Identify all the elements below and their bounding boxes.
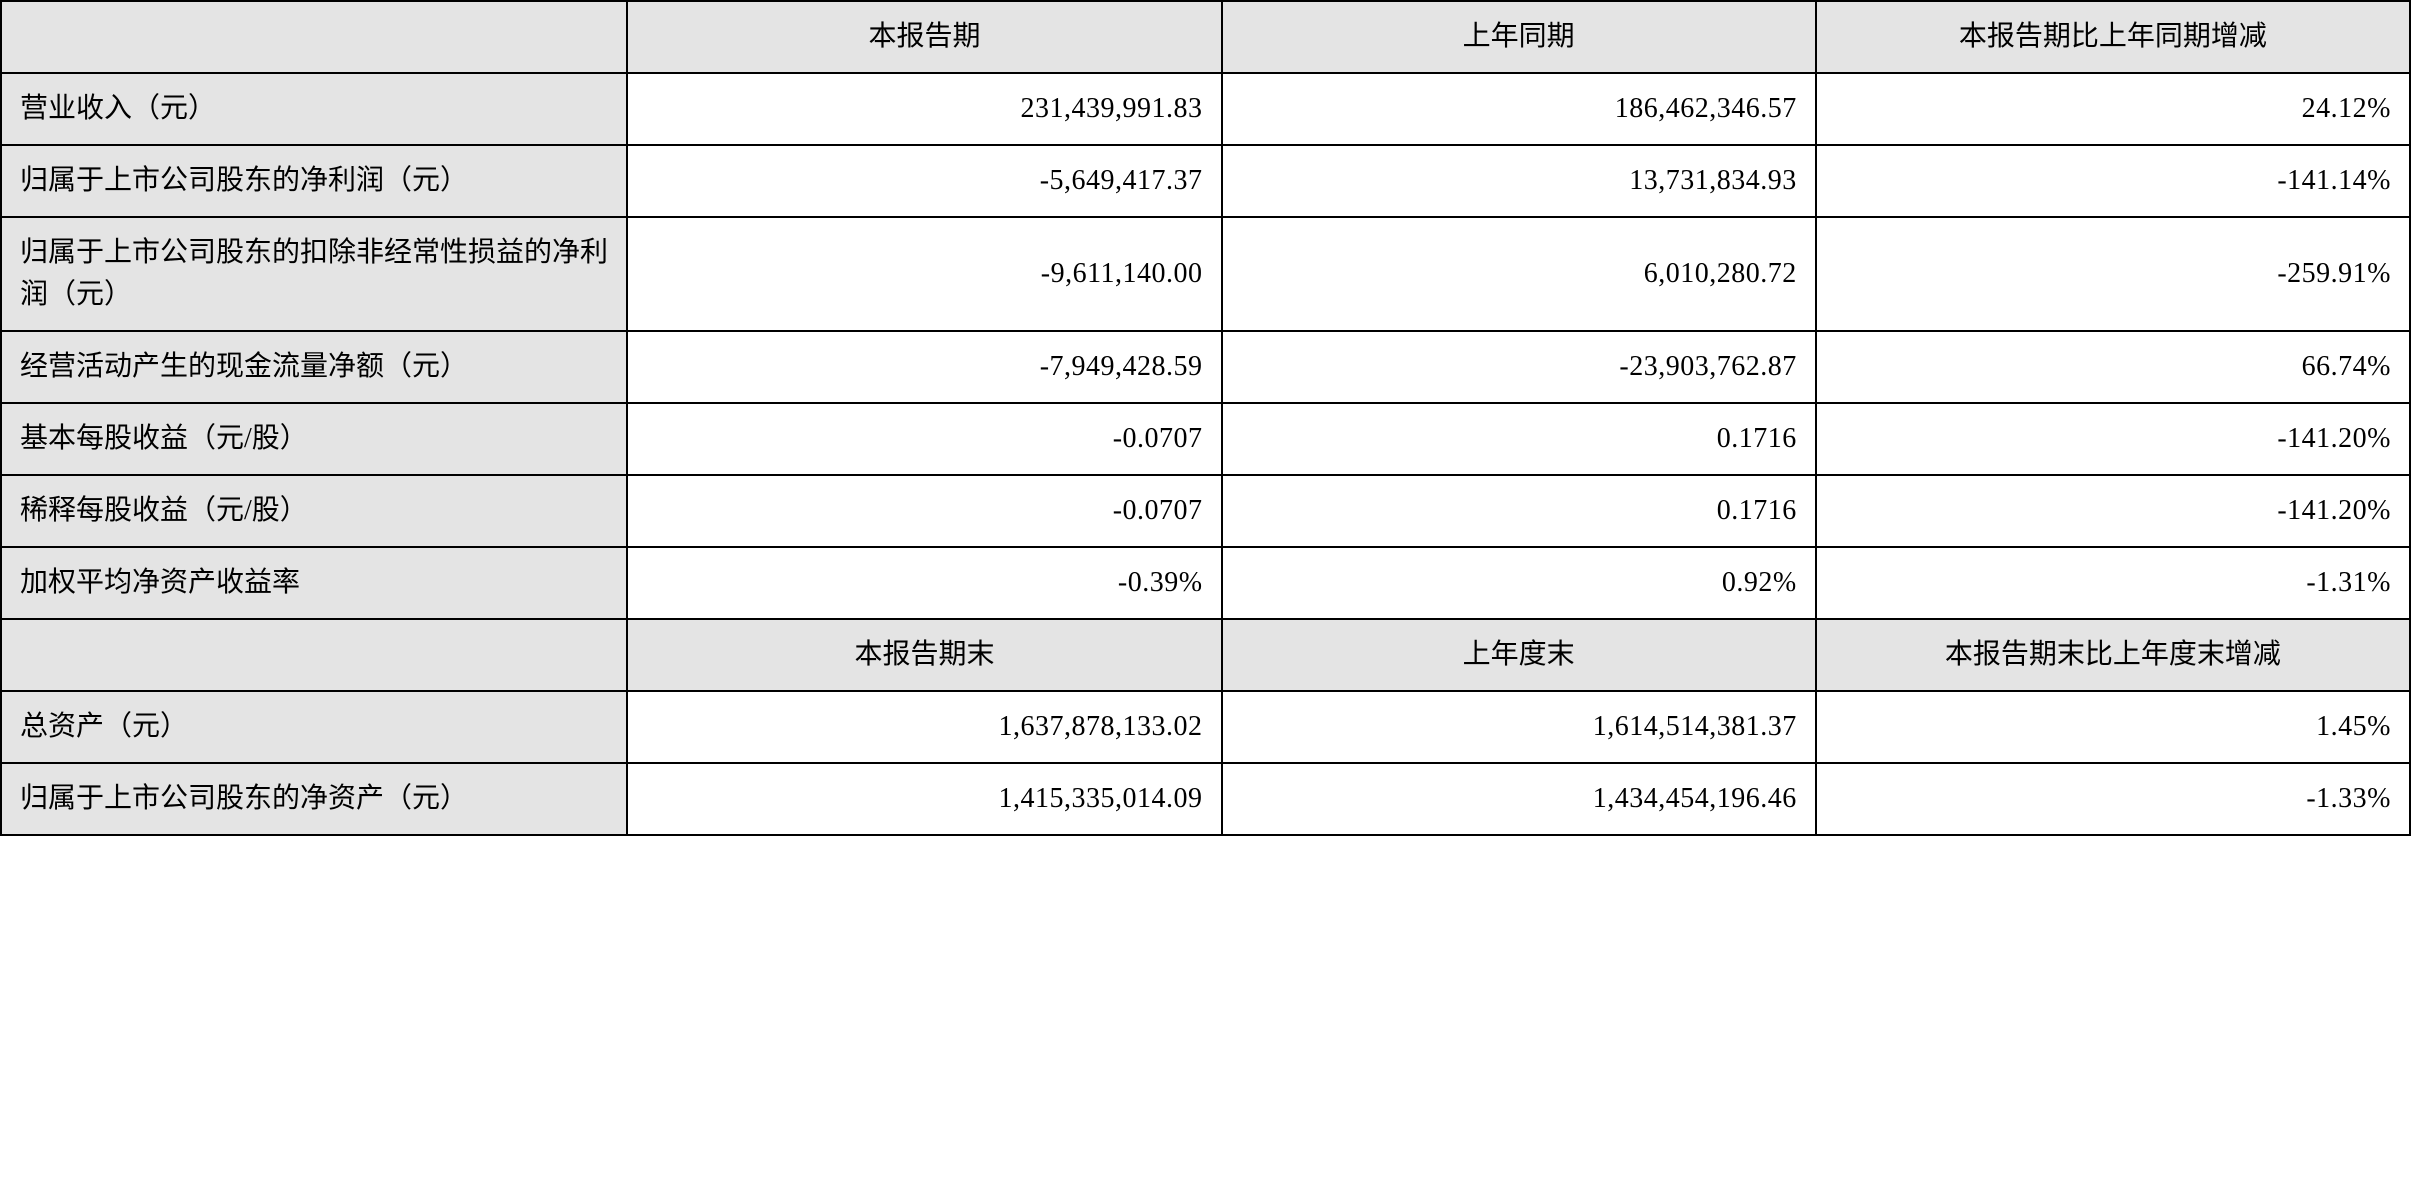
table-header-row-1: 本报告期 上年同期 本报告期比上年同期增减 [1, 1, 2410, 73]
row-value: 6,010,280.72 [1222, 217, 1816, 331]
row-value: 1,637,878,133.02 [627, 691, 1221, 763]
header-prior-period: 上年同期 [1222, 1, 1816, 73]
table-row: 稀释每股收益（元/股） -0.0707 0.1716 -141.20% [1, 475, 2410, 547]
financial-table-container: 本报告期 上年同期 本报告期比上年同期增减 营业收入（元） 231,439,99… [0, 0, 2411, 836]
table-row: 营业收入（元） 231,439,991.83 186,462,346.57 24… [1, 73, 2410, 145]
row-label: 总资产（元） [1, 691, 627, 763]
row-label: 归属于上市公司股东的净资产（元） [1, 763, 627, 835]
row-value: 0.92% [1222, 547, 1816, 619]
table-row: 总资产（元） 1,637,878,133.02 1,614,514,381.37… [1, 691, 2410, 763]
row-value: -9,611,140.00 [627, 217, 1221, 331]
header-empty-2 [1, 619, 627, 691]
row-value: 0.1716 [1222, 403, 1816, 475]
table-row: 经营活动产生的现金流量净额（元） -7,949,428.59 -23,903,7… [1, 331, 2410, 403]
row-value: 24.12% [1816, 73, 2410, 145]
header-year-end: 上年度末 [1222, 619, 1816, 691]
row-value: -5,649,417.37 [627, 145, 1221, 217]
row-label: 营业收入（元） [1, 73, 627, 145]
row-value: 1.45% [1816, 691, 2410, 763]
table-row: 加权平均净资产收益率 -0.39% 0.92% -1.31% [1, 547, 2410, 619]
row-value: -23,903,762.87 [1222, 331, 1816, 403]
row-label: 稀释每股收益（元/股） [1, 475, 627, 547]
row-label: 加权平均净资产收益率 [1, 547, 627, 619]
row-value: -1.31% [1816, 547, 2410, 619]
row-value: -1.33% [1816, 763, 2410, 835]
header-current-period: 本报告期 [627, 1, 1221, 73]
row-value: 66.74% [1816, 331, 2410, 403]
row-label: 归属于上市公司股东的扣除非经常性损益的净利润（元） [1, 217, 627, 331]
table-row: 归属于上市公司股东的净利润（元） -5,649,417.37 13,731,83… [1, 145, 2410, 217]
row-value: -141.20% [1816, 475, 2410, 547]
row-value: -141.14% [1816, 145, 2410, 217]
row-value: -7,949,428.59 [627, 331, 1221, 403]
table-header-row-2: 本报告期末 上年度末 本报告期末比上年度末增减 [1, 619, 2410, 691]
header-period-end: 本报告期末 [627, 619, 1221, 691]
row-value: 13,731,834.93 [1222, 145, 1816, 217]
row-value: 1,434,454,196.46 [1222, 763, 1816, 835]
row-value: 1,614,514,381.37 [1222, 691, 1816, 763]
row-label: 归属于上市公司股东的净利润（元） [1, 145, 627, 217]
row-value: -0.0707 [627, 475, 1221, 547]
row-value: -0.0707 [627, 403, 1221, 475]
table-row: 基本每股收益（元/股） -0.0707 0.1716 -141.20% [1, 403, 2410, 475]
header-change-2: 本报告期末比上年度末增减 [1816, 619, 2410, 691]
row-value: 0.1716 [1222, 475, 1816, 547]
header-change: 本报告期比上年同期增减 [1816, 1, 2410, 73]
row-value: -0.39% [627, 547, 1221, 619]
row-value: 231,439,991.83 [627, 73, 1221, 145]
row-value: 186,462,346.57 [1222, 73, 1816, 145]
financial-table: 本报告期 上年同期 本报告期比上年同期增减 营业收入（元） 231,439,99… [0, 0, 2411, 836]
row-value: -259.91% [1816, 217, 2410, 331]
table-row: 归属于上市公司股东的净资产（元） 1,415,335,014.09 1,434,… [1, 763, 2410, 835]
header-empty-1 [1, 1, 627, 73]
row-label: 基本每股收益（元/股） [1, 403, 627, 475]
row-label: 经营活动产生的现金流量净额（元） [1, 331, 627, 403]
table-row: 归属于上市公司股东的扣除非经常性损益的净利润（元） -9,611,140.00 … [1, 217, 2410, 331]
row-value: 1,415,335,014.09 [627, 763, 1221, 835]
row-value: -141.20% [1816, 403, 2410, 475]
